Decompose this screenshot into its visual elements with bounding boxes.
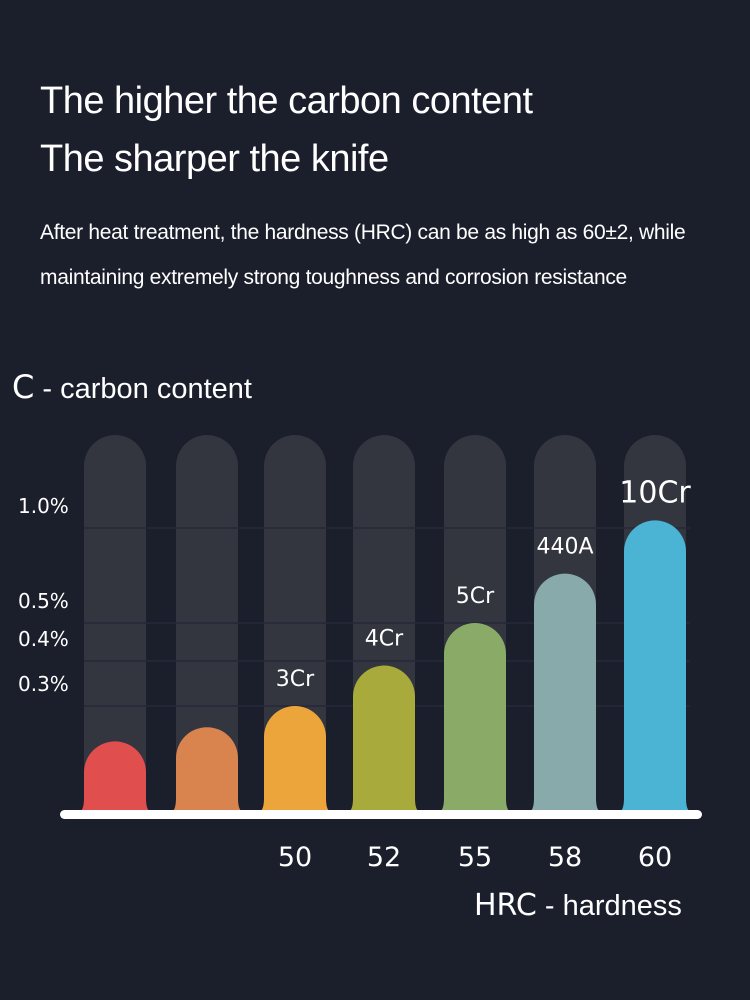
title-line-1: The higher the carbon content <box>40 80 533 122</box>
x-axis-label: HRC - hardness <box>474 888 682 923</box>
bar <box>78 741 152 812</box>
x-tick-label: 52 <box>367 842 401 873</box>
bar <box>438 623 512 812</box>
x-axis-text: - hardness <box>544 890 682 922</box>
bar-label: 3Cr <box>276 667 315 692</box>
y-axis-label: C - carbon content <box>12 368 252 406</box>
x-axis-symbol: HRC <box>474 888 537 923</box>
x-tick-label: 50 <box>278 842 312 873</box>
x-tick-label: 55 <box>458 842 492 873</box>
y-tick-label: 0.5% <box>18 589 69 613</box>
bar-label: 10Cr <box>619 475 691 510</box>
y-tick-label: 0.4% <box>18 627 69 651</box>
bar <box>618 520 692 812</box>
bar <box>170 727 244 812</box>
x-tick-label: 58 <box>548 842 582 873</box>
bar <box>528 573 602 812</box>
title-line-2: The sharper the knife <box>40 138 389 180</box>
baseline <box>60 810 702 819</box>
y-tick-label: 0.3% <box>18 672 69 696</box>
subtitle: After heat treatment, the hardness (HRC)… <box>40 221 686 289</box>
bar <box>347 665 421 812</box>
y-axis-text: - carbon content <box>42 373 252 405</box>
x-tick-label: 60 <box>638 842 672 873</box>
y-axis-symbol: C <box>12 368 35 406</box>
bar-label: 5Cr <box>456 584 495 609</box>
bar <box>258 706 332 812</box>
bar-label: 440A <box>536 535 593 560</box>
bar-label: 4Cr <box>365 627 404 652</box>
y-tick-label: 1.0% <box>18 494 69 518</box>
